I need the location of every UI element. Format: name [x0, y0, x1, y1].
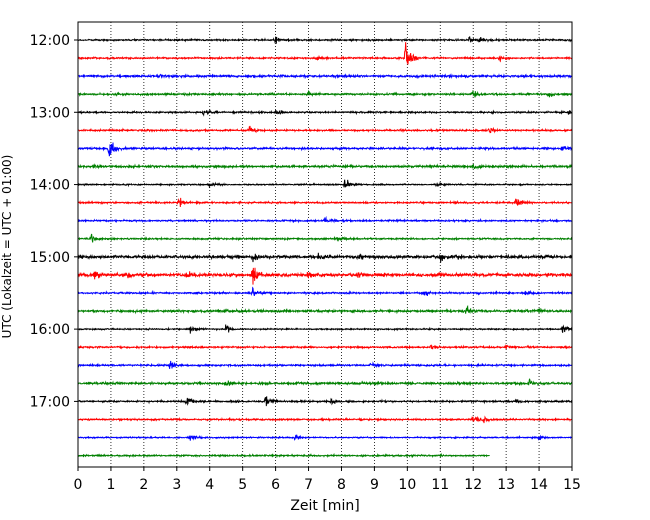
- trace-1300: [77, 109, 573, 117]
- y-tick-label: 14:00: [30, 178, 70, 194]
- trace-1200: [77, 36, 573, 44]
- y-axis: 12:00 13:00 14:00 15:00 16:00 17:00: [30, 33, 78, 410]
- x-tick-label: 3: [172, 477, 181, 493]
- trace-1215: [77, 42, 573, 65]
- trace-1230: [77, 73, 573, 80]
- trace-1445: [77, 233, 573, 243]
- trace-1415: [77, 197, 573, 208]
- x-tick-label: 8: [337, 477, 346, 493]
- traces-layer: [77, 36, 573, 459]
- trace-1315: [77, 125, 573, 134]
- trace-1730: [77, 434, 573, 441]
- x-tick-label: 5: [238, 477, 247, 493]
- trace-1500: [77, 252, 573, 263]
- trace-1545: [77, 304, 573, 315]
- x-axis-label: Zeit [min]: [290, 498, 359, 514]
- x-tick-label: 4: [205, 477, 214, 493]
- x-tick-label: 13: [497, 477, 515, 493]
- y-tick-label: 16:00: [30, 322, 70, 338]
- trace-1330: [77, 142, 573, 157]
- x-tick-label: 7: [304, 477, 313, 493]
- trace-1345: [77, 163, 573, 170]
- y-axis-label: UTC (Lokalzeit = UTC + 01:00): [0, 155, 14, 339]
- trace-1745: [77, 452, 490, 459]
- y-tick-label: 12:00: [30, 33, 70, 49]
- trace-1400: [77, 179, 573, 189]
- trace-1700: [77, 396, 573, 407]
- x-axis: 0 1 2 3 4 5 6 7 8 9 10 11 12 13 14 15: [74, 467, 581, 493]
- trace-1515: [77, 267, 573, 285]
- trace-1615: [77, 344, 573, 351]
- grid-layer: [110, 22, 540, 467]
- x-tick-label: 14: [530, 477, 548, 493]
- plot-frame: [77, 21, 573, 468]
- x-tick-label: 12: [464, 477, 482, 493]
- x-tick-label: 15: [563, 477, 581, 493]
- x-tick-label: 9: [370, 477, 379, 493]
- trace-1245: [77, 89, 573, 98]
- trace-1630: [77, 360, 573, 369]
- x-tick-label: 6: [271, 477, 280, 493]
- y-tick-label: 17:00: [30, 394, 70, 410]
- trace-1530: [77, 286, 573, 297]
- x-tick-label: 11: [431, 477, 449, 493]
- x-tick-label: 10: [398, 477, 416, 493]
- trace-1600: [77, 324, 573, 334]
- trace-1645: [77, 378, 573, 387]
- x-tick-label: 2: [139, 477, 148, 493]
- trace-1715: [77, 415, 573, 424]
- trace-1430: [77, 215, 573, 224]
- x-tick-label: 0: [74, 477, 83, 493]
- x-tick-label: 1: [106, 477, 115, 493]
- y-tick-label: 13:00: [30, 105, 70, 121]
- y-tick-label: 15:00: [30, 250, 70, 266]
